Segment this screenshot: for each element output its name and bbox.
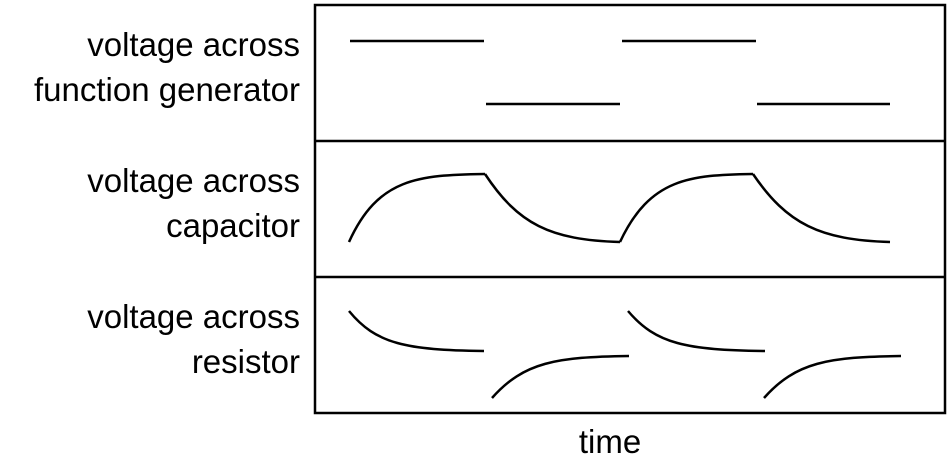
resistor-waveform: [348, 310, 902, 399]
row-label-line: resistor: [191, 343, 300, 380]
resistor-negative-recovery-curve: [491, 354, 630, 399]
resistor-negative-recovery-curve: [763, 354, 902, 399]
plot-frame: [313, 3, 947, 415]
capacitor-row-label: voltage across capacitor: [0, 158, 300, 248]
resistor-positive-decay-curve: [348, 310, 485, 353]
resistor-row-label: voltage across resistor: [0, 294, 300, 384]
capacitor-discharging-curve: [751, 173, 891, 244]
row-label-line: capacitor: [166, 207, 300, 244]
x-axis-label: time: [578, 423, 642, 460]
function-generator-row-label: voltage across function generator: [0, 22, 300, 112]
row-label-line: voltage across: [87, 26, 300, 63]
capacitor-discharging-curve: [483, 173, 621, 244]
function-generator-waveform: [350, 39, 890, 106]
resistor-positive-decay-curve: [627, 310, 766, 353]
capacitor-charging-curve: [618, 172, 754, 243]
capacitor-charging-curve: [347, 172, 486, 243]
row-label-line: function generator: [33, 71, 300, 108]
capacitor-waveform: [347, 172, 891, 244]
row-label-line: voltage across: [87, 162, 300, 199]
row-label-line: voltage across: [87, 298, 300, 335]
